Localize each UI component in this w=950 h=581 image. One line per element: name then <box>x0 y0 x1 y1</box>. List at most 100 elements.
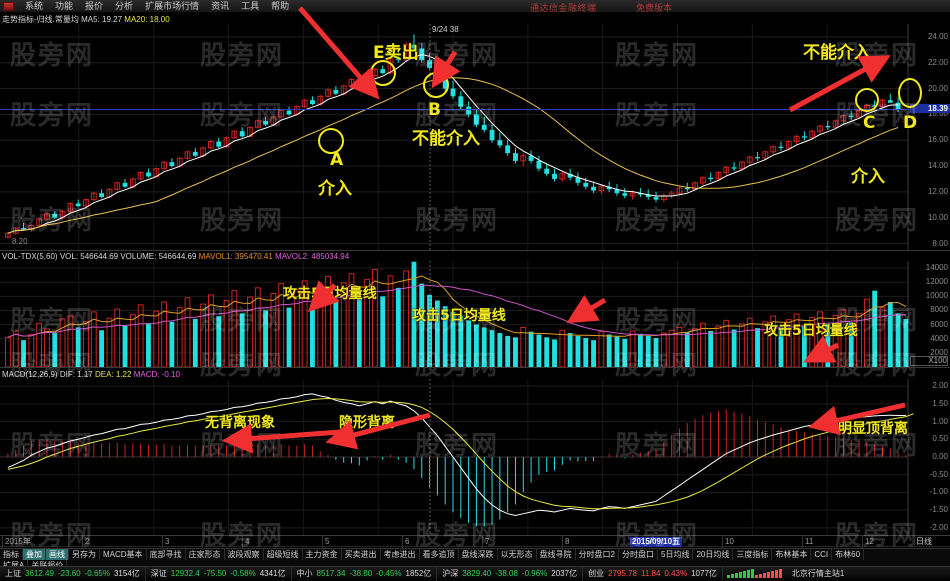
toolbar-button-关联报价[interactable]: 关联报价 <box>28 560 68 571</box>
toolbar-button-分时盘口2[interactable]: 分时盘口2 <box>576 549 620 560</box>
toolbar-button-5日均线[interactable]: 5日均线 <box>658 549 694 560</box>
status-index-field: 上证 <box>5 569 21 578</box>
macd-axis-tick: 2.00 <box>932 381 948 391</box>
price-axis-tick: 10.00 <box>927 212 948 222</box>
price-annotation: 介入 <box>318 179 352 199</box>
toolbar-button-指标[interactable]: 指标 <box>0 549 23 560</box>
toolbar-button-买卖进出[interactable]: 买卖进出 <box>342 549 381 560</box>
toolbar-button-叠加[interactable]: 叠加 <box>23 549 46 560</box>
status-index-创业[interactable]: 创业 2795.78 11.84 0.43% 1077亿 <box>583 566 723 581</box>
volume-header-title: VOL-TDX(5,60) <box>2 252 58 261</box>
menu-item-function[interactable]: 功能 <box>55 0 74 11</box>
signal-circle-marker <box>423 72 449 98</box>
toolbar-button-盘线寻院[interactable]: 盘线寻院 <box>537 549 576 560</box>
date-axis-tick: 12 <box>862 536 874 548</box>
status-index-field: -23.60 <box>57 569 81 578</box>
toolbar-button-三度指标[interactable]: 三度指标 <box>733 549 773 560</box>
pane-separator <box>0 367 950 368</box>
toolbar-button-底部寻找[interactable]: 底部寻找 <box>147 549 186 560</box>
signal-circle-marker <box>898 78 922 108</box>
price-axis-tick: 8.00 <box>932 238 948 248</box>
toolbar-button-看多追顶[interactable]: 看多追顶 <box>420 549 459 560</box>
menu-item-system[interactable]: 系统 <box>25 0 44 11</box>
status-index-field: 8517.34 <box>316 569 346 578</box>
toolbar-button-考虑进出[interactable]: 考虑进出 <box>381 549 420 560</box>
period-label[interactable]: 日线 <box>916 537 932 546</box>
date-axis-tick: 2 <box>82 536 89 548</box>
mavol2-value: 485034.94 <box>311 252 350 261</box>
macd-value: -0.10 <box>161 370 180 379</box>
date-axis-tick: 6 <box>402 536 409 548</box>
signal-circle-marker <box>370 60 396 86</box>
menu-item-tools[interactable]: 工具 <box>241 0 260 11</box>
volume-axis-tick: 10000 <box>925 291 948 301</box>
toolbar-button-画线[interactable]: 画线 <box>46 549 69 560</box>
menu-item-analysis[interactable]: 分析 <box>115 0 134 11</box>
crosshair-date-tag: 9/24 38 <box>432 25 459 34</box>
price-annotation: D <box>903 113 918 133</box>
status-index-中小[interactable]: 中小 8517.34 -38.80 -0.45% 1852亿 <box>292 566 438 581</box>
toolbar-button-MACD基本[interactable]: MACD基本 <box>100 549 147 560</box>
status-index-field: 4341亿 <box>259 569 286 578</box>
status-index-field: -38.80 <box>349 569 373 578</box>
server-label[interactable]: 北京行情主站1 <box>791 569 845 578</box>
price-annotation: A <box>330 150 344 170</box>
status-index-field: -38.08 <box>495 569 518 578</box>
vol-label: VOL: <box>59 252 79 261</box>
toolbar-button-分时盘口[interactable]: 分时盘口 <box>619 549 659 560</box>
ma20-value: 18.00 <box>149 15 170 24</box>
volume-axis-tick: 12000 <box>925 277 948 287</box>
price-annotation: E卖出 <box>373 43 419 63</box>
status-index-上证[interactable]: 上证 3612.49 -23.60 -0.65% 3154亿 <box>0 566 146 581</box>
status-index-深证[interactable]: 深证 12932.4 -75.50 -0.58% 4341亿 <box>146 566 292 581</box>
date-axis-tick: 2015年 <box>2 536 31 548</box>
menu-item-news[interactable]: 资讯 <box>211 0 230 11</box>
toolbar-button-主力资金[interactable]: 主力资金 <box>303 549 342 560</box>
ma20-label: MA20: <box>124 15 148 24</box>
toolbar-button-CCI[interactable]: CCI <box>811 549 833 560</box>
volume-chart-pane[interactable]: 14000 12000 10000 8000 6000 4000 2000 X100 <box>0 261 950 367</box>
status-index-field: 2037亿 <box>551 569 578 578</box>
status-index-field: -0.96% <box>521 569 548 578</box>
volume-axis-tick: 6000 <box>930 319 948 329</box>
signal-strength-icon <box>723 569 786 578</box>
macd-axis-tick: 0.50 <box>932 434 948 444</box>
macd-axis-tick: -0.50 <box>929 469 948 479</box>
toolbar-button-20日均线[interactable]: 20日均线 <box>693 549 734 560</box>
toolbar-button-另存为[interactable]: 另存为 <box>69 549 100 560</box>
toolbar-button-布林60[interactable]: 布林60 <box>832 549 865 560</box>
toolbar-button-庄家形态[interactable]: 庄家形态 <box>186 549 225 560</box>
toolbar-button-盘线深跌[interactable]: 盘线深跌 <box>459 549 498 560</box>
menu-item-extended-market[interactable]: 扩展市场行情 <box>145 0 200 11</box>
menu-item-quote[interactable]: 报价 <box>85 0 104 11</box>
menu-item-help[interactable]: 帮助 <box>271 0 290 11</box>
vol-value: 546644.69 <box>80 252 119 261</box>
toolbar-button-超级短线[interactable]: 超级短线 <box>264 549 303 560</box>
price-axis-bottom-left: 8.20 <box>12 237 28 246</box>
macd-annotation: 明显顶背离 <box>838 421 908 437</box>
price-header-title: 走势指标-归线.常量均 <box>2 15 79 24</box>
status-index-field: 0.43% <box>664 569 688 578</box>
date-axis-tick: 8 <box>562 536 569 548</box>
volume-axis-tick: 14000 <box>925 263 948 273</box>
price-axis-tick: 12.00 <box>927 186 948 196</box>
price-selected-line <box>0 109 908 111</box>
status-index-沪深[interactable]: 沪深 3829.40 -38.08 -0.96% 2037亿 <box>437 566 584 581</box>
toolbar-button-布林基本[interactable]: 布林基本 <box>772 549 812 560</box>
toolbar-button-波段观察[interactable]: 波段观察 <box>225 549 264 560</box>
status-bar: 上证 3612.49 -23.60 -0.65% 3154亿 深证 12932.4 -75.5… <box>0 566 950 581</box>
macd-chart-pane[interactable]: 2.00 1.50 1.00 0.50 0.00 -0.50 -1.00 -1.50 -2.00 <box>0 379 950 535</box>
macd-header-title: MACD(12,26,9) <box>2 370 58 379</box>
mavol1-value: 395470.41 <box>234 252 273 261</box>
status-index-field: 11.84 <box>640 569 661 578</box>
price-annotation: 不能介入 <box>412 129 480 149</box>
toolbar-button-以无形态[interactable]: 以无形态 <box>498 549 537 560</box>
toolbar-button-扩展A[interactable]: 扩展A <box>0 560 29 571</box>
indicator-toolbar[interactable]: 指标 叠加 画线 另存为 MACD基本 底部寻找 庄家形态 波段观察 超级短线 主力资金 买卖进出考… <box>0 548 950 571</box>
ma5-value: 19.27 <box>102 15 123 24</box>
date-axis-tick: 7 <box>482 536 489 548</box>
date-axis-tick: 11 <box>802 536 813 548</box>
volume-axis-tick: 2000 <box>930 347 948 357</box>
